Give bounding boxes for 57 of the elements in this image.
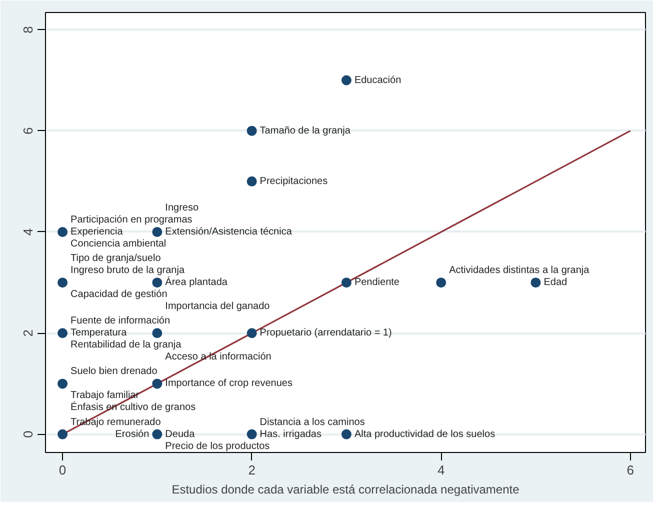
annotation: Erosión (115, 428, 150, 440)
annotation: Capacidad de gestión (70, 289, 168, 300)
annotation: Precipitaciones (260, 176, 328, 187)
y-tick-label: 0 (20, 430, 36, 438)
annotation: Conciencia ambiental (70, 238, 166, 250)
point (152, 227, 162, 237)
x-tick-label: 4 (437, 462, 445, 478)
y-tick-label: 2 (20, 330, 36, 337)
point (152, 429, 162, 440)
point (152, 378, 162, 389)
x-tick-label: 2 (248, 462, 256, 478)
annotation: Propuetario (arrendatario = 1) (260, 328, 392, 339)
annotation: Tamaño de la granja (260, 125, 351, 136)
point (58, 328, 68, 338)
y-tick-label: 4 (20, 228, 36, 236)
annotation: Importance of crop revenues (165, 378, 292, 390)
annotation: Pendiente (354, 277, 400, 288)
point (152, 328, 162, 338)
annotation: Temperatura (70, 328, 128, 339)
annotation: Precio de los productos (165, 440, 270, 452)
annotation: Importancia del ganado (165, 301, 270, 312)
point (246, 429, 257, 440)
annotation: Ingreso (165, 202, 199, 214)
annotation: Extensión/Asistencia técnica (165, 226, 292, 238)
annotation: Fuente de información (70, 316, 170, 327)
point (58, 378, 68, 389)
annotation: Área plantada (165, 276, 228, 288)
y-tick-label: 8 (20, 26, 36, 34)
annotation: Has. irrigadas (260, 428, 322, 440)
annotation: Alta productividad de los suelos (354, 428, 496, 440)
x-tick-label: 0 (58, 462, 66, 478)
point (152, 278, 162, 288)
x-axis-title: Estudios donde cada variable está correlacionada negativamente (172, 482, 520, 496)
point (246, 126, 257, 136)
point (341, 429, 352, 440)
annotation: Educación (354, 74, 402, 86)
annotation: Ingreso bruto de la granja (70, 265, 185, 276)
annotation: Participación en programas (70, 214, 192, 226)
point (58, 278, 68, 288)
annotation: Distancia a los caminos (260, 416, 365, 428)
x-tick-label: 6 (626, 462, 634, 478)
y-tick-label: 6 (20, 127, 36, 134)
point (341, 75, 352, 86)
annotation: Experiencia (70, 226, 124, 238)
annotation: Edad (544, 277, 568, 288)
point (246, 328, 257, 338)
point (58, 227, 68, 237)
annotation: Actividades distintas a la granja (449, 265, 590, 276)
point (246, 176, 257, 186)
point (436, 278, 446, 288)
annotation: Tipo de granja/suelo (70, 253, 162, 264)
annotation: Deuda (165, 428, 196, 440)
annotation: Suelo bien drenado (70, 366, 158, 378)
annotation: Rentabilidad de la granja (70, 340, 182, 351)
point (530, 278, 541, 288)
point (341, 278, 352, 288)
point (58, 429, 68, 440)
